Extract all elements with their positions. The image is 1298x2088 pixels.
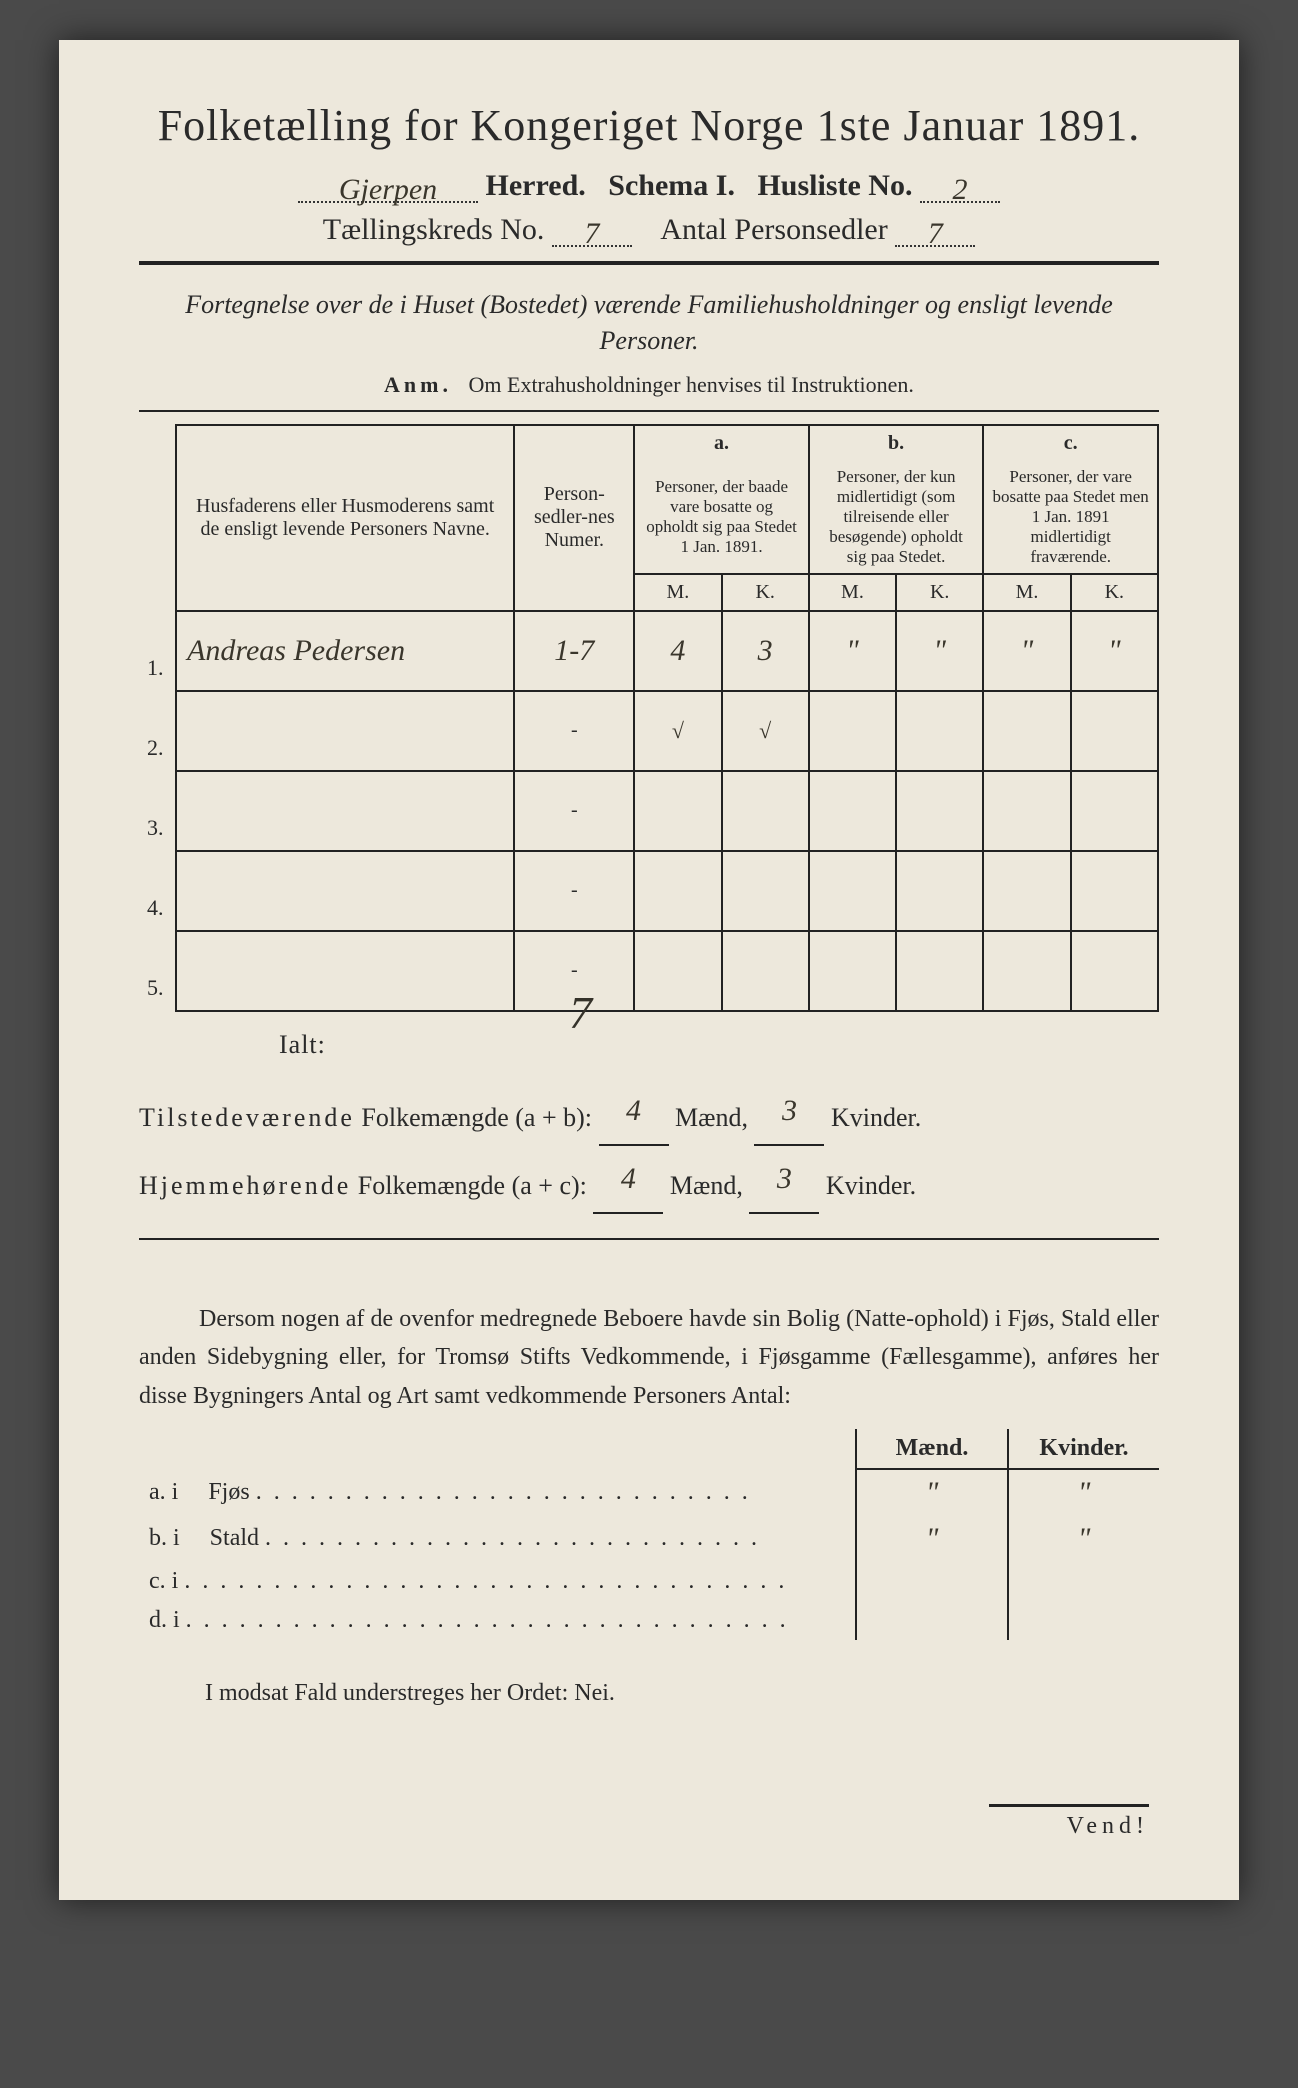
header-line-3: Tællingskreds No. 7 Antal Personsedler 7 — [139, 213, 1159, 247]
herred-value: Gjerpen — [339, 173, 437, 206]
sum-k-value: 3 — [782, 1094, 797, 1127]
sum-folkemaengde-ac: Folkemængde (a + c): — [358, 1171, 587, 1200]
sum-line-1: Tilstedeværende Folkemængde (a + b): 4 M… — [139, 1078, 1159, 1146]
building-row: d. i . . . . . . . . . . . . . . . . . .… — [139, 1601, 1159, 1640]
anm-label: Anm. — [384, 372, 452, 397]
person-name: Andreas Pedersen — [187, 634, 405, 667]
cell-m: " — [926, 1476, 939, 1509]
sum-folkemaengde-ab: Folkemængde (a + b): — [361, 1103, 592, 1132]
kreds-value: 7 — [584, 217, 599, 250]
building-row-label: d. i . . . . . . . . . . . . . . . . . .… — [139, 1601, 856, 1640]
cell-ak: 3 — [758, 634, 773, 667]
table-row: 4. - — [139, 851, 1158, 931]
kreds-label: Tællingskreds No. — [323, 213, 545, 246]
cell-bk: " — [933, 634, 946, 667]
building-row: b. i Stald . . . . . . . . . . . . . . .… — [139, 1516, 1159, 1562]
building-row: a. i Fjøs . . . . . . . . . . . . . . . … — [139, 1469, 1159, 1516]
cell-k: " — [1078, 1476, 1091, 1509]
cell-num: - — [571, 879, 578, 901]
sum-resident-label: Hjemmehørende — [139, 1171, 351, 1200]
divider — [139, 261, 1159, 265]
col-a-letter: a. — [634, 425, 809, 461]
sum-k-value: 3 — [777, 1162, 792, 1195]
col-b-letter: b. — [809, 425, 984, 461]
cell-num: - — [571, 719, 578, 741]
cell-ck: " — [1108, 634, 1121, 667]
building-table: Mænd. Kvinder. a. i Fjøs . . . . . . . .… — [139, 1429, 1159, 1640]
maend-header: Mænd. — [856, 1429, 1008, 1469]
kvinder-label: Kvinder. — [826, 1171, 916, 1200]
maend-label: Mænd, — [670, 1171, 743, 1200]
k-label: K. — [722, 574, 809, 611]
building-paragraph: Dersom nogen af de ovenfor medregnede Be… — [139, 1300, 1159, 1415]
k-label: K. — [896, 574, 983, 611]
col-b-desc: Personer, der kun midlertidigt (som tilr… — [809, 461, 984, 574]
table-row: 1. Andreas Pedersen 1-7 4 3 " " " " — [139, 611, 1158, 691]
husliste-value: 2 — [952, 173, 967, 206]
table-header-row: Husfaderens eller Husmoderens samt de en… — [139, 425, 1158, 461]
cell-k: " — [1078, 1522, 1091, 1555]
col-a-desc: Personer, der baade vare bosatte og opho… — [634, 461, 809, 574]
m-label: M. — [809, 574, 896, 611]
maend-label: Mænd, — [675, 1103, 748, 1132]
nei-line: I modsat Fald understreges her Ordet: Ne… — [139, 1680, 1159, 1707]
document-page: Folketælling for Kongeriget Norge 1ste J… — [59, 40, 1239, 1900]
antal-label: Antal Personsedler — [660, 213, 887, 246]
m-label: M. — [634, 574, 721, 611]
col-num-header: Person-sedler-nes Numer. — [514, 425, 634, 611]
col-c-letter: c. — [983, 425, 1158, 461]
building-row: c. i . . . . . . . . . . . . . . . . . .… — [139, 1562, 1159, 1601]
cell-m: " — [926, 1522, 939, 1555]
cell-num: 1-7 — [554, 634, 594, 667]
table-row: 3. - — [139, 771, 1158, 851]
subtitle: Fortegnelse over de i Huset (Bostedet) v… — [139, 287, 1159, 360]
kvinder-label: Kvinder. — [831, 1103, 921, 1132]
herred-label: Herred. — [486, 169, 586, 202]
census-table: Husfaderens eller Husmoderens samt de en… — [139, 424, 1159, 1012]
building-row-label: b. i Stald . . . . . . . . . . . . . . .… — [139, 1516, 856, 1562]
cell-ak: √ — [759, 718, 771, 743]
sum-m-value: 4 — [621, 1162, 636, 1195]
row-number: 3. — [139, 771, 176, 851]
building-table-header: Mænd. Kvinder. — [139, 1429, 1159, 1469]
cell-cm: " — [1021, 634, 1034, 667]
building-row-label: c. i . . . . . . . . . . . . . . . . . .… — [139, 1562, 856, 1601]
cell-num: - — [571, 959, 578, 981]
sum-present-label: Tilstedeværende — [139, 1103, 355, 1132]
table-row: 5. - — [139, 931, 1158, 1011]
m-label: M. — [983, 574, 1070, 611]
ialt-row: Ialt: — [139, 1030, 1159, 1060]
schema-label: Schema I. — [608, 169, 735, 202]
building-row-label: a. i Fjøs . . . . . . . . . . . . . . . … — [139, 1469, 856, 1516]
divider — [139, 1238, 1159, 1240]
anm-line: Anm. Om Extrahusholdninger henvises til … — [139, 372, 1159, 398]
kvinder-header: Kvinder. — [1008, 1429, 1159, 1469]
ialt-value: 7 — [569, 986, 592, 1039]
antal-value: 7 — [928, 217, 943, 250]
sum-line-2: Hjemmehørende Folkemængde (a + c): 4 Mæn… — [139, 1146, 1159, 1214]
summary-lines: Tilstedeværende Folkemængde (a + b): 4 M… — [139, 1078, 1159, 1214]
row-number: 2. — [139, 691, 176, 771]
vend-label: Vend! — [989, 1804, 1149, 1840]
table-row: 2. - √ √ — [139, 691, 1158, 771]
ialt-label: Ialt: — [139, 1030, 499, 1060]
col-c-desc: Personer, der vare bosatte paa Stedet me… — [983, 461, 1158, 574]
husliste-label: Husliste No. — [757, 169, 912, 202]
cell-am: √ — [672, 718, 684, 743]
divider — [139, 410, 1159, 412]
anm-text: Om Extrahusholdninger henvises til Instr… — [469, 372, 914, 397]
row-number: 4. — [139, 851, 176, 931]
row-number: 1. — [139, 611, 176, 691]
cell-am: 4 — [670, 634, 685, 667]
row-number: 5. — [139, 931, 176, 1011]
cell-num: - — [571, 799, 578, 821]
header-line-2: Gjerpen Herred. Schema I. Husliste No. 2 — [139, 169, 1159, 203]
cell-bm: " — [846, 634, 859, 667]
col-names-header: Husfaderens eller Husmoderens samt de en… — [176, 425, 514, 611]
k-label: K. — [1071, 574, 1158, 611]
page-title: Folketælling for Kongeriget Norge 1ste J… — [139, 100, 1159, 151]
sum-m-value: 4 — [626, 1094, 641, 1127]
